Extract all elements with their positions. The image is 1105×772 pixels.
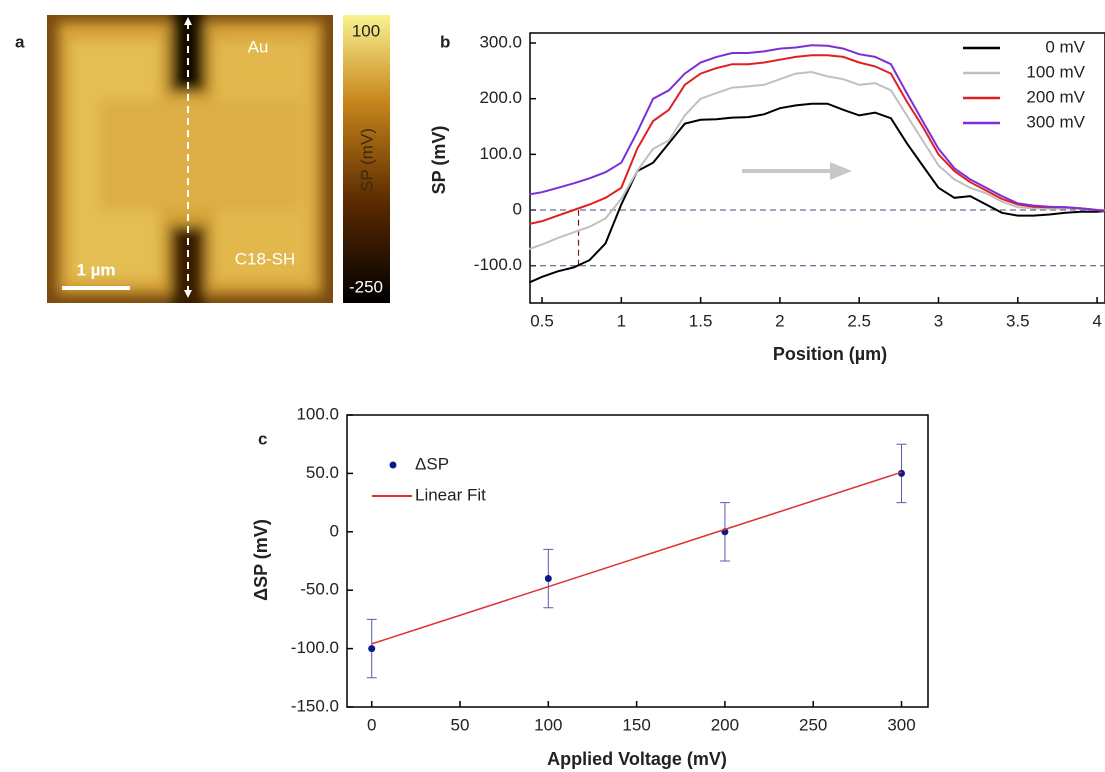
x-tick-label: 0.5	[530, 311, 554, 330]
y-tick-label: -150.0	[291, 696, 339, 715]
y-axis-title: SP (mV)	[429, 126, 449, 195]
x-tick-label: 3.5	[1006, 311, 1030, 330]
x-tick-label: 2.5	[847, 311, 871, 330]
plot-frame	[529, 32, 1105, 304]
legend-swatch	[389, 461, 397, 469]
y-tick-label: 100.0	[479, 144, 522, 163]
y-tick-label: 0	[513, 200, 522, 219]
x-tick-label: 300	[887, 715, 915, 734]
y-tick-label: 300.0	[479, 33, 522, 52]
line-series	[529, 54, 1105, 225]
x-tick-label: 200	[711, 715, 739, 734]
y-tick-label: 200.0	[479, 88, 522, 107]
scale-bar-label: 1 µm	[76, 260, 115, 279]
legend-label: 100 mV	[1026, 62, 1085, 81]
colorbar	[343, 15, 390, 303]
colorbar-label: SP (mV)	[357, 128, 376, 192]
legend-label: ΔSP	[415, 454, 449, 473]
x-tick-label: 150	[622, 715, 650, 734]
annotation: Au	[248, 37, 269, 56]
line-series	[528, 102, 1105, 284]
panel-label: a	[15, 32, 25, 51]
legend-label: Linear Fit	[415, 485, 486, 504]
plot-frame	[346, 414, 929, 708]
x-tick-label: 1	[617, 311, 626, 330]
x-tick-label: 4	[1092, 311, 1101, 330]
fit-line	[371, 471, 902, 645]
x-tick-label: 250	[799, 715, 827, 734]
y-tick-label: 100.0	[296, 404, 339, 423]
legend-label: 0 mV	[1045, 37, 1085, 56]
x-tick-label: 3	[934, 311, 943, 330]
legend-label: 200 mV	[1026, 87, 1085, 106]
y-tick-label: 50.0	[306, 463, 339, 482]
x-tick-label: 0	[367, 715, 376, 734]
x-tick-label: 50	[451, 715, 470, 734]
data-point	[898, 469, 906, 477]
data-point	[544, 575, 552, 583]
x-tick-label: 1.5	[689, 311, 713, 330]
y-tick-label: -50.0	[300, 580, 339, 599]
panel-label: c	[258, 429, 267, 448]
kpfm-image	[47, 15, 333, 303]
annotation: C18-SH	[235, 249, 295, 268]
y-tick-label: -100.0	[291, 638, 339, 657]
x-axis-title: Applied Voltage (mV)	[547, 749, 727, 769]
colorbar-tick-label: -250	[349, 277, 383, 296]
x-tick-label: 100	[534, 715, 562, 734]
x-tick-label: 2	[775, 311, 784, 330]
panel-label: b	[440, 32, 450, 51]
x-axis-title: Position (µm)	[773, 344, 887, 364]
y-tick-label: -100.0	[474, 255, 522, 274]
y-tick-label: 0	[330, 521, 339, 540]
line-series	[529, 70, 1105, 250]
y-axis-title: ΔSP (mV)	[251, 519, 271, 601]
data-point	[368, 645, 376, 653]
colorbar-tick-label: 100	[352, 21, 380, 40]
line-series	[529, 44, 1105, 213]
legend-label: 300 mV	[1026, 112, 1085, 131]
